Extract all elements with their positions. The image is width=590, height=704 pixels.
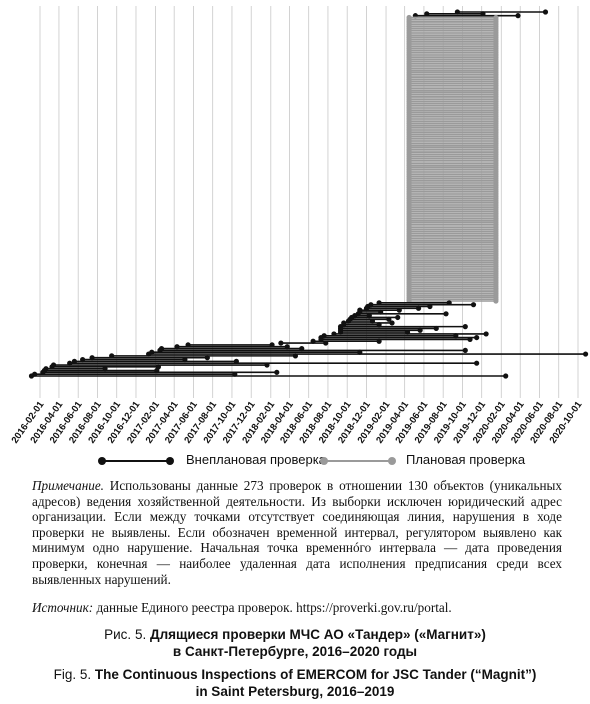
unscheduled-end-dot bbox=[443, 311, 449, 317]
unscheduled-end-dot bbox=[204, 355, 210, 361]
unscheduled-start-dot bbox=[278, 340, 284, 346]
scheduled-end-dot bbox=[493, 298, 499, 304]
unscheduled-end-dot bbox=[264, 362, 270, 368]
caption-ru-title-line2: в Санкт-Петербурге, 2016–2020 годы bbox=[172, 644, 418, 659]
unscheduled-end-dot bbox=[274, 369, 280, 375]
figure-note: Примечание. Использованы данные 273 пров… bbox=[32, 478, 562, 587]
unscheduled-end-dot bbox=[433, 325, 439, 332]
unscheduled-end-dot bbox=[483, 331, 489, 337]
caption-ru-prefix: Рис. 5. bbox=[104, 627, 150, 642]
caption-ru: Рис. 5. Длящиеся проверки МЧС АО «Тандер… bbox=[0, 626, 590, 660]
unscheduled-end-dot bbox=[396, 307, 402, 313]
caption-en-title-line2: in Saint Petersburg, 2016–2019 bbox=[195, 684, 395, 699]
unscheduled-end-dot bbox=[462, 324, 468, 330]
unscheduled-end-dot bbox=[415, 305, 422, 311]
caption-en-prefix: Fig. 5. bbox=[53, 667, 95, 682]
unscheduled-inspection bbox=[454, 9, 549, 15]
unscheduled-end-dot bbox=[376, 338, 382, 344]
unscheduled-end-dot bbox=[582, 351, 589, 357]
unscheduled-end-dot bbox=[474, 360, 480, 366]
note-label: Примечание. bbox=[32, 478, 104, 493]
legend-line-scheduled bbox=[324, 460, 392, 462]
unscheduled-end-dot bbox=[474, 334, 480, 341]
unscheduled-inspection bbox=[318, 336, 473, 343]
unscheduled-end-dot bbox=[515, 13, 521, 19]
gridlines bbox=[39, 6, 579, 398]
figure-source: Источник: данные Единого реестра проверо… bbox=[32, 600, 452, 616]
legend-dot-unscheduled-end bbox=[166, 457, 174, 465]
caption-ru-title-line1: Длящиеся проверки МЧС АО «Тандер» («Магн… bbox=[149, 627, 486, 642]
caption-en: Fig. 5. The Continuous Inspections of EM… bbox=[0, 666, 590, 700]
unscheduled-end-dot bbox=[503, 373, 509, 379]
legend-label-scheduled: Плановая проверка bbox=[406, 452, 526, 467]
source-label: Источник: bbox=[32, 600, 94, 615]
caption-en-title-line1: The Continuous Inspections of EMERCOM fo… bbox=[94, 667, 537, 682]
legend-item-scheduled: Плановая проверка bbox=[320, 452, 540, 470]
inspection-intervals bbox=[28, 9, 589, 379]
unscheduled-end-dot bbox=[323, 340, 329, 346]
unscheduled-end-dot bbox=[395, 314, 401, 321]
timeline-chart: 2016-02-012016-04-012016-06-012016-08-01… bbox=[10, 6, 589, 446]
legend-dot-scheduled-end bbox=[388, 457, 396, 465]
unscheduled-end-dot bbox=[389, 320, 395, 326]
legend-label-unscheduled: Внеплановая проверка bbox=[186, 452, 326, 467]
x-axis-tick-labels: 2016-02-012016-04-012016-06-012016-08-01… bbox=[10, 399, 585, 446]
legend: Внеплановая проверка Плановая проверка bbox=[0, 452, 590, 470]
legend-item-unscheduled: Внеплановая проверка bbox=[98, 452, 326, 470]
source-text: данные Единого реестра проверок. https:/… bbox=[93, 600, 452, 615]
unscheduled-end-dot bbox=[292, 353, 299, 359]
unscheduled-inspection bbox=[28, 373, 509, 379]
unscheduled-inspection bbox=[278, 340, 329, 346]
unscheduled-end-dot bbox=[386, 316, 392, 322]
legend-dot-scheduled-start bbox=[320, 457, 328, 465]
legend-dot-unscheduled-start bbox=[98, 457, 106, 465]
unscheduled-end-dot bbox=[542, 9, 549, 15]
unscheduled-end-dot bbox=[462, 347, 468, 353]
unscheduled-start-dot bbox=[28, 373, 35, 379]
unscheduled-end-dot bbox=[417, 327, 423, 333]
unscheduled-inspection bbox=[71, 358, 239, 364]
unscheduled-end-dot bbox=[427, 303, 433, 310]
legend-line-unscheduled bbox=[102, 460, 170, 462]
note-text: Использованы данные 273 проверок в отнош… bbox=[32, 478, 562, 587]
unscheduled-end-dot bbox=[467, 336, 473, 343]
unscheduled-end-dot bbox=[470, 302, 477, 308]
